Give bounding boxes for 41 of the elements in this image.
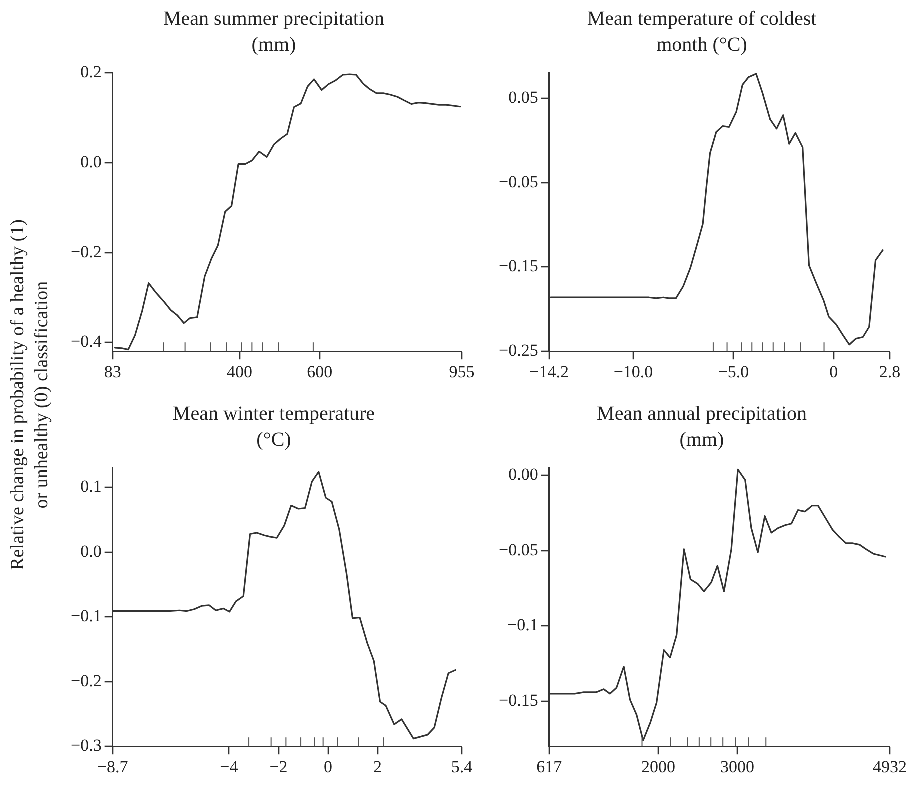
- y-tick-label: −0.05: [498, 172, 538, 192]
- y-tick-label: −0.15: [498, 256, 538, 276]
- y-tick-label: 0.1: [80, 477, 102, 496]
- x-tick-label: 0: [324, 757, 333, 776]
- x-tick-label: 5.4: [451, 757, 474, 776]
- y-tick-label: −0.05: [498, 540, 538, 560]
- x-tick-label: 0: [830, 362, 838, 382]
- y-tick-label: 0.0: [80, 542, 102, 561]
- x-tick-label: 2: [374, 757, 382, 776]
- y-tick-label: −0.2: [70, 242, 102, 262]
- y-tick-label: −0.25: [498, 341, 538, 360]
- y-tick-label: 0.2: [80, 62, 102, 82]
- x-tick-label: 3000: [720, 757, 754, 776]
- y-tick-label: −0.15: [498, 690, 538, 710]
- y-tick-label: −0.3: [70, 736, 102, 756]
- chart-title: Mean summer precipitation (mm): [163, 7, 385, 58]
- x-tick-label: −14.2: [530, 362, 570, 382]
- x-tick-label: 600: [307, 362, 333, 382]
- x-tick-label: −10.0: [614, 362, 654, 382]
- y-axis-title: Relative change in probability of a healthy (1) or unhealthy (0) classification: [6, 220, 53, 570]
- x-tick-label: −4: [220, 757, 239, 776]
- y-tick-label: −0.1: [507, 616, 538, 635]
- x-tick-label: 2000: [642, 757, 676, 776]
- x-tick-label: 400: [227, 362, 253, 382]
- y-tick-label: −0.2: [70, 671, 102, 690]
- y-tick-label: −0.4: [70, 332, 102, 352]
- y-tick-label: −0.1: [70, 606, 102, 626]
- x-tick-label: 83: [104, 362, 122, 382]
- x-tick-label: −2: [270, 757, 288, 776]
- x-tick-label: 4932: [873, 757, 907, 776]
- x-tick-label: 955: [449, 362, 475, 382]
- y-tick-label: 0.05: [508, 88, 538, 107]
- chart-title: Mean winter temperature (°C): [172, 402, 376, 453]
- x-tick-label: 2.8: [879, 362, 901, 382]
- y-tick-label: 0.0: [80, 152, 102, 172]
- y-tick-label: 0.00: [508, 465, 538, 484]
- x-tick-label: −5.0: [718, 362, 750, 382]
- chart-title: Mean annual precipitation (mm): [597, 402, 807, 453]
- chart-title: Mean temperature of coldest month (°C): [587, 7, 817, 58]
- x-tick-label: −8.7: [97, 757, 129, 776]
- x-tick-label: 617: [536, 757, 563, 776]
